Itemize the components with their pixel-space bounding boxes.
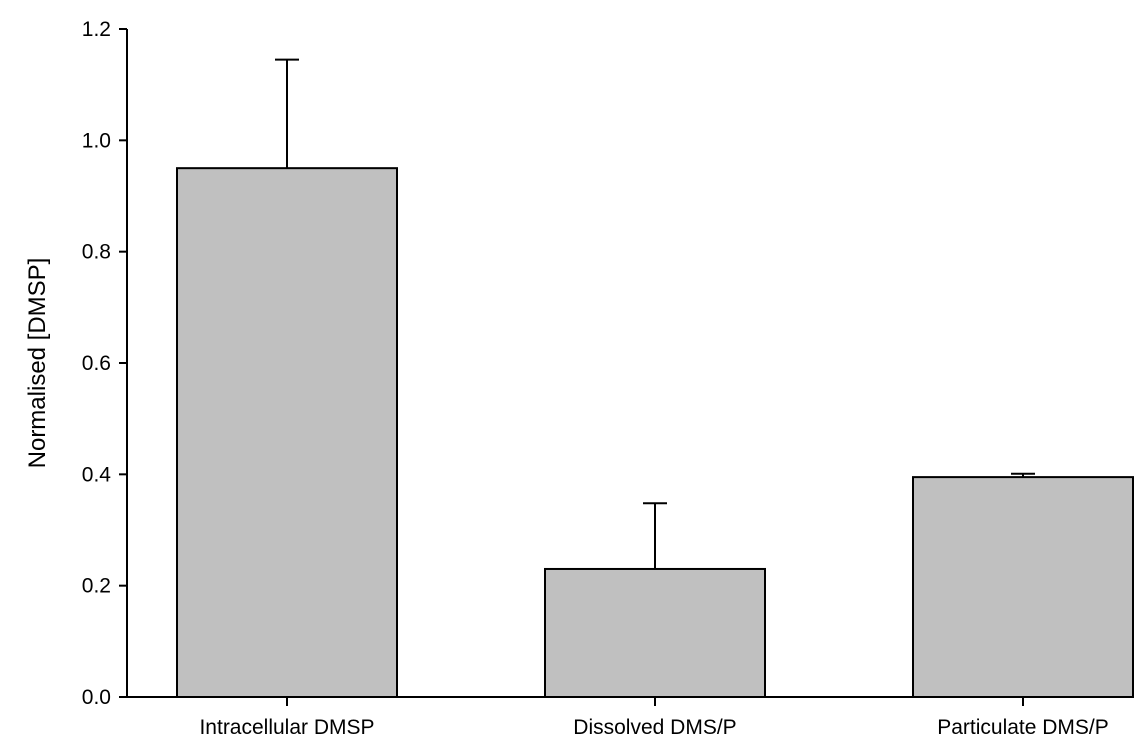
bar-3 — [912, 476, 1134, 698]
bars-layer — [176, 167, 1134, 699]
x-tick-label: Intracellular DMSP — [199, 716, 374, 739]
y-tick-label: 0.2 — [82, 575, 111, 598]
y-tick-label: 1.0 — [82, 129, 111, 152]
x-tick-label: Particulate DMS/P — [937, 716, 1109, 739]
y-tick-label: 0.6 — [82, 352, 111, 375]
y-tick-label: 0.4 — [82, 463, 112, 486]
bar-2 — [544, 567, 766, 699]
y-tick-label: 0.8 — [82, 241, 111, 264]
y-tick-label: 0.0 — [82, 686, 111, 709]
y-ticks-layer: 0.0 0.2 0.4 0.6 0.8 1.0 1.2 — [82, 18, 127, 709]
y-tick-label: 1.2 — [82, 18, 111, 41]
y-axis-title: Normalised [DMSP] — [24, 258, 51, 469]
error-bars-layer — [275, 58, 1035, 569]
x-ticks-layer: Intracellular DMSP Dissolved DMS/P Particu… — [199, 697, 1109, 739]
x-tick-label: Dissolved DMS/P — [573, 716, 736, 739]
bar-1 — [176, 167, 398, 698]
